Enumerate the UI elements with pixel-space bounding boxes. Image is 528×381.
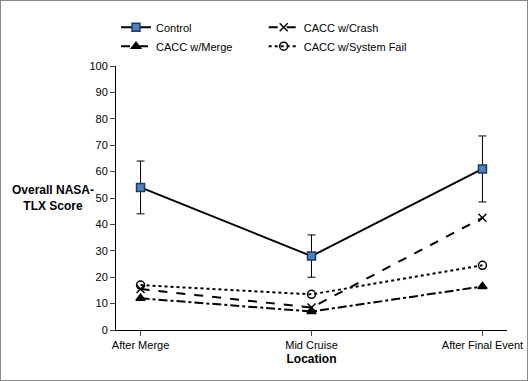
svg-text:Location: Location bbox=[287, 352, 337, 366]
svg-text:80: 80 bbox=[96, 113, 108, 125]
svg-text:30: 30 bbox=[96, 245, 108, 257]
svg-text:Overall NASA-TLX Score: Overall NASA-TLX Score bbox=[12, 183, 94, 213]
svg-text:50: 50 bbox=[96, 192, 108, 204]
svg-text:CACC w/Crash: CACC w/Crash bbox=[304, 22, 379, 34]
svg-text:After Merge: After Merge bbox=[112, 339, 169, 351]
svg-text:CACC w/System Fail: CACC w/System Fail bbox=[304, 41, 407, 53]
svg-text:40: 40 bbox=[96, 218, 108, 230]
svg-text:100: 100 bbox=[89, 60, 107, 72]
svg-text:10: 10 bbox=[96, 297, 108, 309]
svg-text:90: 90 bbox=[96, 86, 108, 98]
svg-text:60: 60 bbox=[96, 165, 108, 177]
svg-text:0: 0 bbox=[102, 324, 108, 336]
svg-text:Control: Control bbox=[156, 22, 191, 34]
svg-text:Mid Cruise: Mid Cruise bbox=[285, 339, 338, 351]
svg-text:CACC w/Merge: CACC w/Merge bbox=[156, 41, 232, 53]
svg-text:After Final Event: After Final Event bbox=[442, 339, 523, 351]
svg-text:70: 70 bbox=[96, 139, 108, 151]
svg-text:20: 20 bbox=[96, 271, 108, 283]
